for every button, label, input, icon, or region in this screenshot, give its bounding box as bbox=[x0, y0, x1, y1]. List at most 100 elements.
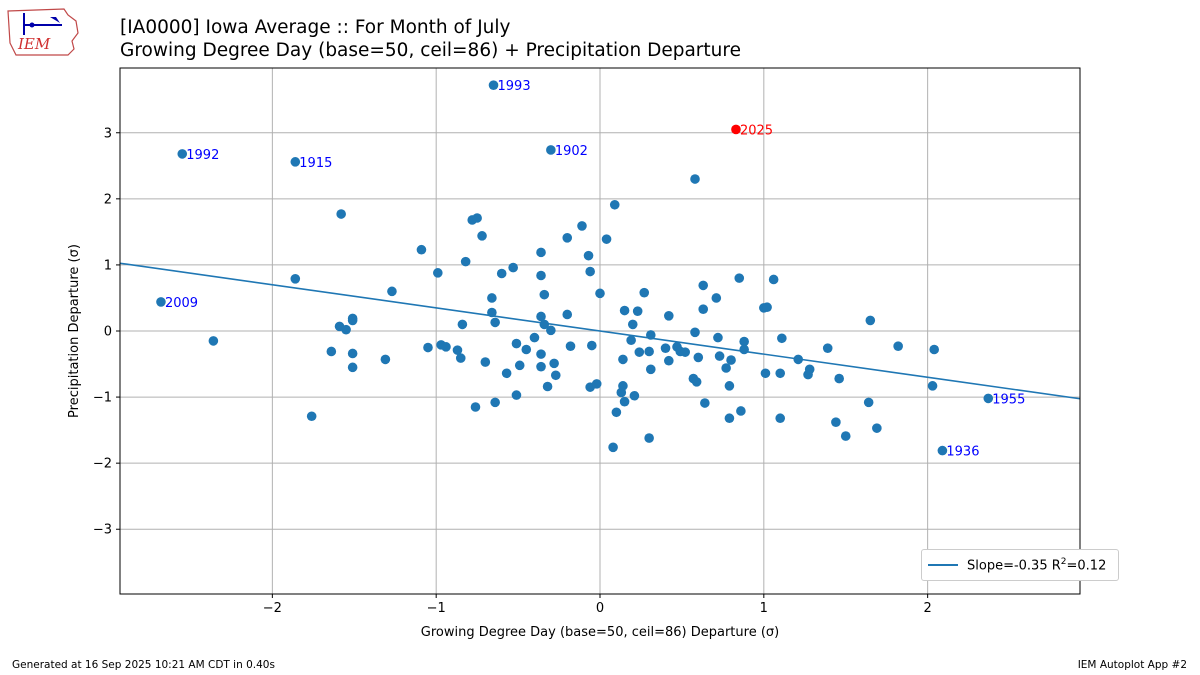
legend-line-swatch bbox=[928, 564, 958, 566]
data-point-labeled bbox=[731, 124, 741, 135]
data-point bbox=[739, 344, 749, 355]
iem-logo: IEM bbox=[7, 8, 79, 56]
footer-generated-text: Generated at 16 Sep 2025 10:21 AM CDT in… bbox=[12, 659, 275, 671]
data-point bbox=[336, 209, 346, 219]
data-point bbox=[626, 335, 636, 346]
data-point bbox=[433, 268, 443, 278]
data-point bbox=[619, 305, 630, 316]
legend-slope-text: Slope=-0.35 R bbox=[967, 558, 1061, 574]
point-year-label: 1902 bbox=[555, 144, 588, 159]
data-point bbox=[511, 338, 522, 349]
wind-vane-icon bbox=[50, 17, 60, 23]
data-point bbox=[490, 317, 500, 328]
data-point bbox=[496, 268, 507, 279]
data-point bbox=[865, 315, 876, 326]
data-point-labeled bbox=[937, 445, 948, 456]
data-point bbox=[929, 344, 939, 355]
point-year-label: 2009 bbox=[165, 296, 198, 311]
data-point bbox=[627, 319, 638, 330]
grid bbox=[120, 68, 1080, 594]
data-point bbox=[734, 273, 745, 283]
x-tick-label: −1 bbox=[427, 601, 446, 616]
data-point bbox=[632, 306, 643, 316]
data-point bbox=[768, 274, 779, 285]
data-point bbox=[562, 233, 573, 243]
data-point bbox=[872, 423, 882, 433]
data-point bbox=[639, 287, 650, 298]
point-year-label: 2025 bbox=[740, 123, 773, 138]
data-point bbox=[601, 234, 612, 244]
data-point bbox=[521, 344, 532, 355]
logo-text: IEM bbox=[17, 35, 51, 53]
data-point bbox=[618, 354, 628, 365]
y-tick-label: 2 bbox=[104, 192, 112, 207]
data-point bbox=[539, 289, 550, 300]
data-point bbox=[501, 368, 512, 379]
data-point bbox=[619, 396, 630, 407]
data-point bbox=[455, 353, 466, 363]
point-year-label: 1915 bbox=[299, 156, 332, 171]
data-point bbox=[691, 377, 702, 387]
data-point bbox=[585, 266, 595, 277]
data-point bbox=[536, 349, 546, 359]
data-point bbox=[546, 325, 556, 336]
x-tick-label: −2 bbox=[263, 601, 282, 616]
x-tick-label: 0 bbox=[596, 601, 604, 616]
weather-station-hub bbox=[29, 22, 35, 28]
data-point bbox=[609, 199, 620, 210]
data-point bbox=[536, 311, 546, 322]
x-axis-label: Growing Degree Day (base=50, ceil=86) De… bbox=[421, 625, 779, 640]
data-point bbox=[380, 354, 391, 365]
data-point bbox=[536, 247, 546, 258]
data-point bbox=[700, 398, 710, 408]
data-point bbox=[326, 346, 337, 357]
data-point bbox=[777, 333, 787, 344]
data-point bbox=[893, 341, 903, 351]
data-point bbox=[822, 343, 833, 353]
legend-r2-sup: 2 bbox=[1060, 557, 1067, 567]
data-point bbox=[680, 347, 690, 357]
points-layer bbox=[156, 80, 994, 456]
data-point bbox=[306, 411, 317, 422]
data-point bbox=[423, 342, 433, 353]
data-point bbox=[645, 364, 656, 375]
iowa-outline bbox=[7, 8, 79, 56]
data-point bbox=[565, 341, 576, 351]
data-point bbox=[645, 330, 656, 340]
y-tick-label: 1 bbox=[104, 258, 112, 273]
data-point bbox=[608, 442, 618, 453]
data-point bbox=[863, 397, 874, 408]
data-point bbox=[736, 406, 746, 416]
data-point bbox=[452, 345, 463, 355]
data-point bbox=[724, 413, 735, 424]
data-point bbox=[416, 244, 427, 255]
legend: Slope=-0.35 R2=0.12 bbox=[921, 549, 1119, 581]
data-point bbox=[487, 307, 497, 318]
data-point bbox=[490, 397, 500, 408]
data-point bbox=[726, 355, 736, 365]
data-point bbox=[341, 324, 351, 335]
data-point bbox=[713, 332, 723, 343]
data-point bbox=[577, 221, 587, 231]
data-point bbox=[760, 368, 771, 379]
regression-line bbox=[119, 262, 1081, 400]
data-point bbox=[927, 381, 938, 391]
data-point bbox=[583, 250, 594, 261]
y-tick-label: −3 bbox=[93, 523, 112, 538]
data-point bbox=[831, 417, 841, 427]
data-point bbox=[508, 262, 518, 273]
data-point bbox=[793, 354, 804, 365]
data-point bbox=[460, 256, 471, 267]
legend-r2-value: =0.12 bbox=[1066, 558, 1107, 574]
data-point bbox=[690, 327, 700, 338]
data-point bbox=[387, 286, 397, 297]
data-point bbox=[514, 360, 525, 371]
point-year-label: 1993 bbox=[498, 79, 531, 94]
data-point bbox=[775, 368, 786, 379]
x-tick-label: 2 bbox=[924, 601, 932, 616]
ticks-layer: −2 −1 0 1 2 −3 −2 −1 0 1 2 3 bbox=[93, 126, 932, 616]
data-point bbox=[775, 413, 786, 424]
data-point bbox=[477, 231, 487, 241]
data-point bbox=[834, 373, 844, 384]
